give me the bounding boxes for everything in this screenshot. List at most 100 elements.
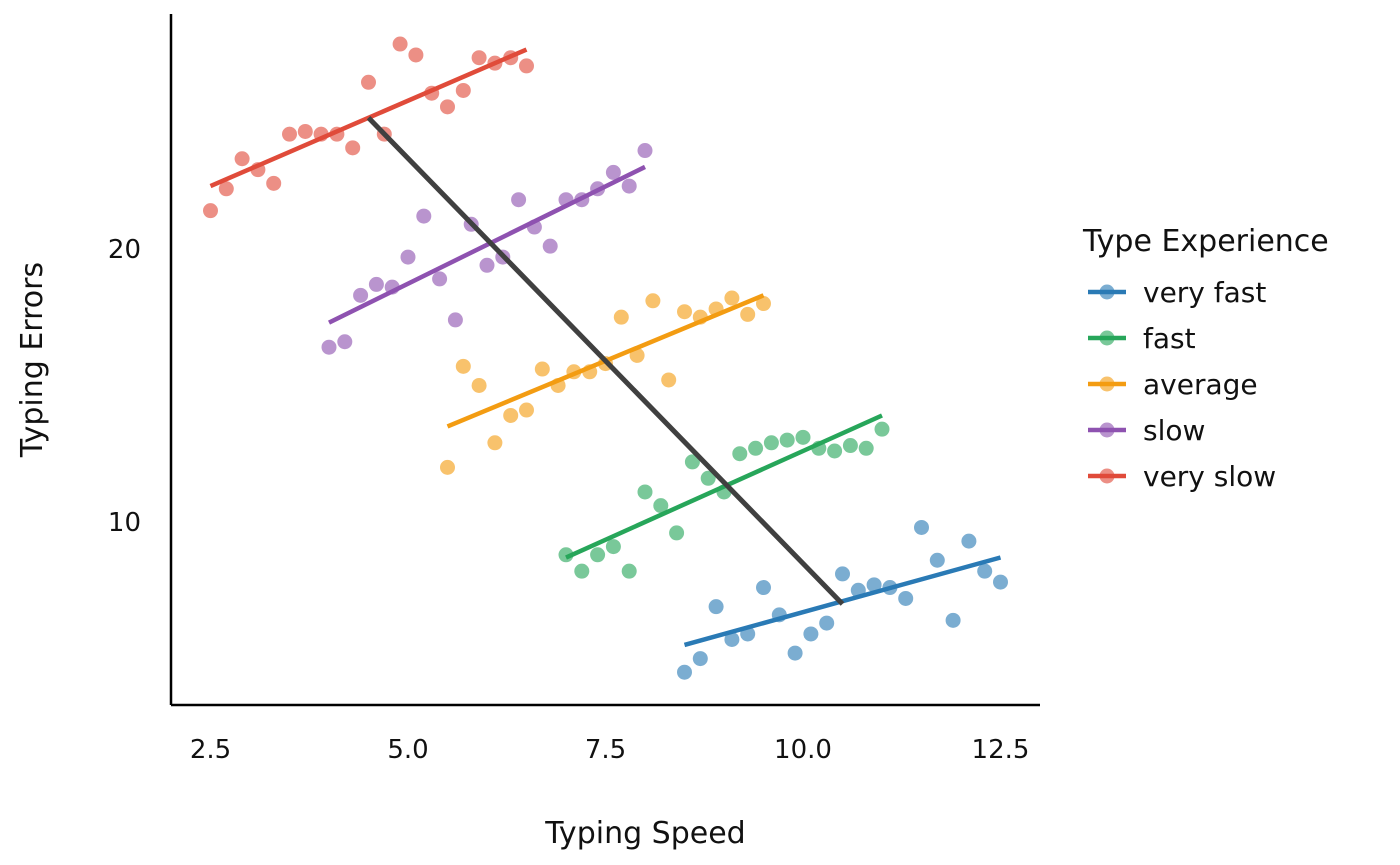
x-axis-title: Typing Speed (544, 816, 745, 851)
data-point-average (613, 309, 629, 325)
legend-item-average: average (1088, 368, 1258, 401)
data-point-very-fast (724, 631, 740, 647)
data-point-very-slow (218, 181, 234, 197)
y-axis-ticks: 10 20 (108, 235, 141, 538)
legend-items: very fast fast average slow very slow (1088, 276, 1276, 493)
y-tick-label: 20 (108, 235, 141, 265)
y-axis-title: Typing Errors (15, 262, 50, 458)
data-point-average (661, 372, 677, 388)
data-point-fast (653, 498, 669, 514)
legend-item-very-slow: very slow (1088, 460, 1276, 493)
data-point-fast (842, 438, 858, 454)
data-point-slow (637, 143, 653, 159)
legend: Type Experience very fast fast average slow… (1082, 224, 1329, 493)
legend-swatch-point (1099, 468, 1115, 484)
data-point-slow (447, 312, 463, 328)
x-tick-label: 5.0 (387, 735, 428, 765)
data-point-fast (748, 440, 764, 456)
data-point-very-fast (708, 599, 724, 615)
legend-label: slow (1143, 414, 1205, 447)
data-point-fast (621, 563, 637, 579)
data-point-very-fast (866, 577, 882, 593)
x-tick-label: 10.0 (774, 735, 832, 765)
data-point-slow (605, 164, 621, 180)
data-point-very-fast (914, 519, 929, 535)
legend-label: fast (1143, 322, 1196, 355)
legend-title: Type Experience (1082, 224, 1329, 259)
data-point-fast (700, 470, 716, 486)
data-point-slow (542, 238, 558, 254)
data-point-average (534, 361, 550, 377)
data-point-average (471, 377, 487, 393)
data-point-very-fast (677, 664, 692, 680)
data-point-fast (669, 525, 685, 541)
data-point-slow (337, 334, 353, 350)
data-point-very-fast (945, 612, 961, 628)
legend-swatch-point (1099, 376, 1115, 392)
data-point-very-fast (819, 615, 835, 631)
data-point-slow (400, 249, 416, 265)
data-point-very-slow (392, 36, 408, 52)
data-point-average (740, 306, 756, 322)
data-point-very-slow (471, 50, 487, 66)
data-point-slow (416, 208, 432, 224)
data-point-very-fast (977, 563, 993, 579)
data-point-average (756, 296, 771, 312)
overall-trend-line (366, 116, 845, 606)
data-point-slow (432, 271, 448, 287)
data-point-very-slow (203, 203, 218, 219)
data-point-very-fast (961, 533, 977, 549)
legend-label: very slow (1143, 460, 1276, 493)
data-point-fast (874, 421, 890, 437)
data-point-slow (321, 339, 337, 355)
fit-lines (209, 47, 1002, 648)
data-point-very-slow (361, 74, 376, 90)
data-point-very-fast (929, 552, 945, 568)
data-point-average (487, 435, 503, 451)
data-point-slow (621, 178, 637, 194)
legend-swatch-point (1099, 422, 1115, 438)
legend-item-very-fast: very fast (1088, 276, 1266, 309)
data-point-very-slow (345, 140, 361, 156)
data-point-fast (763, 435, 779, 451)
x-axis-ticks: 2.5 5.0 7.5 10.0 12.5 (190, 735, 1030, 765)
data-point-average (440, 459, 455, 475)
data-point-very-slow (297, 123, 313, 139)
data-point-fast (827, 443, 843, 459)
data-point-very-fast (787, 645, 803, 661)
y-tick-label: 10 (108, 508, 141, 538)
data-point-very-fast (692, 651, 708, 667)
data-point-fast (637, 484, 653, 500)
data-point-fast (558, 547, 574, 563)
x-tick-label: 7.5 (585, 735, 626, 765)
legend-swatch-point (1099, 330, 1115, 346)
data-point-slow (511, 192, 527, 208)
legend-label: very fast (1143, 276, 1266, 309)
data-point-slow (368, 276, 384, 292)
data-point-very-slow (455, 82, 471, 98)
data-point-average (519, 402, 534, 418)
data-point-fast (684, 454, 700, 470)
x-tick-label: 2.5 (190, 735, 231, 765)
data-point-average (724, 290, 740, 306)
legend-label: average (1143, 368, 1258, 401)
x-tick-label: 12.5 (972, 735, 1030, 765)
data-point-fast (574, 563, 590, 579)
data-point-very-fast (898, 590, 914, 606)
data-point-very-slow (282, 126, 297, 142)
legend-item-slow: slow (1088, 414, 1205, 447)
data-point-fast (858, 440, 874, 456)
data-point-slow (353, 287, 369, 303)
data-point-very-slow (266, 175, 282, 191)
legend-item-fast: fast (1088, 322, 1196, 355)
data-point-very-fast (803, 626, 819, 642)
data-point-fast (795, 429, 811, 445)
data-point-fast (779, 432, 795, 448)
data-point-slow (479, 257, 495, 273)
data-point-very-fast (756, 580, 771, 596)
fit-line-fast (565, 413, 883, 560)
data-point-fast (590, 547, 606, 563)
legend-swatch-point (1099, 284, 1115, 300)
data-point-very-fast (835, 566, 850, 582)
data-point-fast (732, 446, 748, 462)
